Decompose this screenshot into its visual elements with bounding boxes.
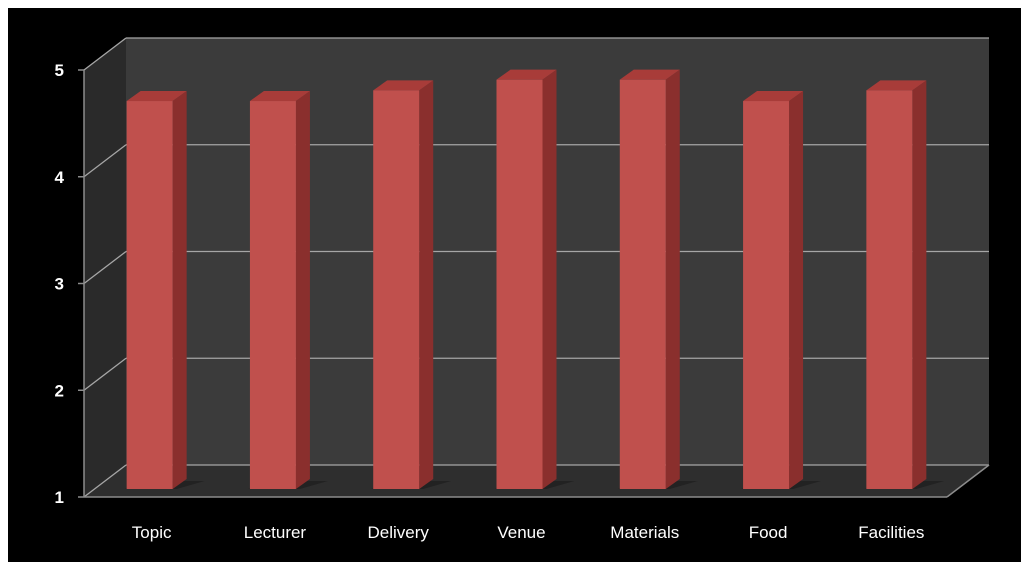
bar-facilities [864,80,945,489]
y-tick-label: 4 [55,168,65,187]
bar-side [295,91,310,490]
y-tick-label: 3 [55,275,64,294]
bar-side [789,91,804,490]
x-category-label: Delivery [368,523,430,542]
bar-delivery [371,80,452,489]
bar-food [741,91,822,490]
bar-materials [617,69,698,490]
bar-top [373,80,434,91]
bars [124,69,945,490]
bar-side [172,91,187,490]
x-category-label: Venue [497,523,545,542]
y-tick-label: 5 [55,61,64,80]
x-category-label: Materials [610,523,679,542]
bar-top [496,69,557,80]
axis-lines [78,69,990,498]
bar-top [866,80,927,91]
y-axis-tick-labels: 1 2 3 4 5 [55,61,65,507]
bar-side [542,69,557,490]
x-category-label: Food [749,523,788,542]
bar-top [619,69,680,80]
bar-venue [494,69,575,490]
x-axis-category-labels: Topic Lecturer Delivery Venue Materials Food F… [132,523,925,542]
gridline-side [83,357,127,391]
gridline-side [83,250,127,285]
x-category-label: Topic [132,523,172,542]
bar-topic [124,91,205,490]
gridline-side [83,464,127,498]
bar-lecturer [247,91,328,490]
x-category-label: Lecturer [244,523,307,542]
bar-front [496,79,543,490]
bar-side [665,69,680,490]
bar-side [419,80,434,489]
bar-side [912,80,927,489]
bar-front [126,101,173,490]
gridline-side [83,144,127,178]
x-category-label: Facilities [858,523,924,542]
bar-front [619,79,666,490]
bar-front [866,90,913,489]
gridline-side [83,37,127,71]
floor-edge-line [946,464,990,498]
bar-front [743,101,790,490]
y-tick-label: 1 [55,488,64,507]
bar-front [373,90,420,489]
bar-top [249,91,310,102]
bar-top [126,91,187,102]
y-tick-label: 2 [55,381,64,400]
bar-front [249,101,296,490]
bar-top [743,91,804,102]
